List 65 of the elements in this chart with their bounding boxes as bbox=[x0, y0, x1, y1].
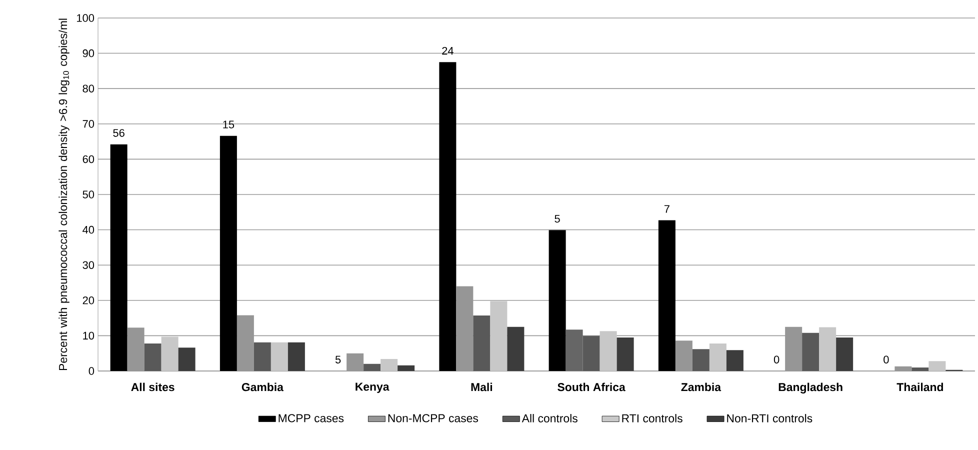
y-tick-label: 50 bbox=[82, 190, 94, 198]
y-tick-label: 40 bbox=[82, 226, 94, 234]
annotation: 0 bbox=[884, 356, 889, 364]
annotation: 56 bbox=[113, 129, 124, 137]
bar bbox=[726, 350, 744, 371]
bar bbox=[548, 230, 566, 371]
x-tick-label: South Africa bbox=[558, 382, 626, 392]
bar bbox=[616, 337, 634, 371]
bar bbox=[270, 342, 288, 371]
y-tick-label: 0 bbox=[88, 367, 94, 375]
bar bbox=[380, 358, 398, 371]
bar bbox=[288, 342, 305, 371]
bar bbox=[220, 136, 237, 371]
bar bbox=[364, 364, 381, 371]
bar bbox=[110, 144, 128, 371]
legend-label: RTI controls bbox=[622, 414, 682, 422]
x-tick-label: Gambia bbox=[242, 382, 284, 392]
legend-label: Non-RTI controls bbox=[727, 414, 812, 422]
bar bbox=[819, 327, 836, 371]
bar bbox=[675, 340, 692, 371]
bar bbox=[161, 336, 178, 371]
x-tick-label: Thailand bbox=[896, 382, 943, 392]
legend-label: All controls bbox=[522, 414, 578, 422]
legend-label: Non-MCPP cases bbox=[388, 414, 478, 422]
bar bbox=[928, 361, 946, 371]
bar bbox=[507, 326, 524, 371]
bar bbox=[658, 220, 676, 371]
bar bbox=[894, 366, 912, 371]
y-tick-label: 80 bbox=[82, 84, 94, 92]
bar bbox=[346, 353, 364, 371]
bar bbox=[582, 336, 600, 371]
y-tick-label: 10 bbox=[83, 332, 94, 340]
x-tick-label: All sites bbox=[131, 382, 174, 392]
bar bbox=[836, 337, 854, 371]
y-tick-label: 20 bbox=[82, 296, 94, 304]
annotation: 15 bbox=[223, 120, 234, 128]
bar bbox=[709, 343, 726, 371]
bar bbox=[692, 349, 710, 371]
annotation: 5 bbox=[554, 214, 560, 223]
bar bbox=[254, 342, 271, 371]
bar bbox=[802, 332, 820, 371]
annotation: 0 bbox=[774, 356, 780, 364]
bar bbox=[144, 343, 162, 371]
bar bbox=[566, 330, 583, 371]
x-tick-label: Mali bbox=[471, 382, 492, 392]
x-tick-label: Zambia bbox=[681, 382, 722, 392]
y-tick-label: 60 bbox=[82, 155, 94, 164]
y-axis-title: Percent with pneumococcal colonization density >6.9 log$_{10}$ copies/ml bbox=[58, 18, 70, 370]
y-tick-label: 30 bbox=[82, 261, 94, 269]
annotation: 24 bbox=[442, 46, 454, 55]
y-tick-label: 90 bbox=[82, 49, 94, 58]
x-tick-label: Bangladesh bbox=[778, 382, 842, 394]
bar bbox=[398, 365, 415, 371]
legend-label: MCPP cases bbox=[278, 414, 344, 422]
y-tick-label: 100 bbox=[77, 14, 94, 22]
annotation: 5 bbox=[335, 356, 341, 364]
x-tick-label: Kenya bbox=[356, 382, 390, 394]
bar bbox=[600, 331, 617, 371]
bar bbox=[912, 367, 929, 371]
bar bbox=[473, 316, 490, 371]
bar bbox=[439, 62, 456, 371]
y-tick-label: 70 bbox=[82, 120, 94, 128]
bar bbox=[178, 348, 196, 371]
annotation: 7 bbox=[664, 205, 670, 213]
bar bbox=[490, 301, 508, 371]
